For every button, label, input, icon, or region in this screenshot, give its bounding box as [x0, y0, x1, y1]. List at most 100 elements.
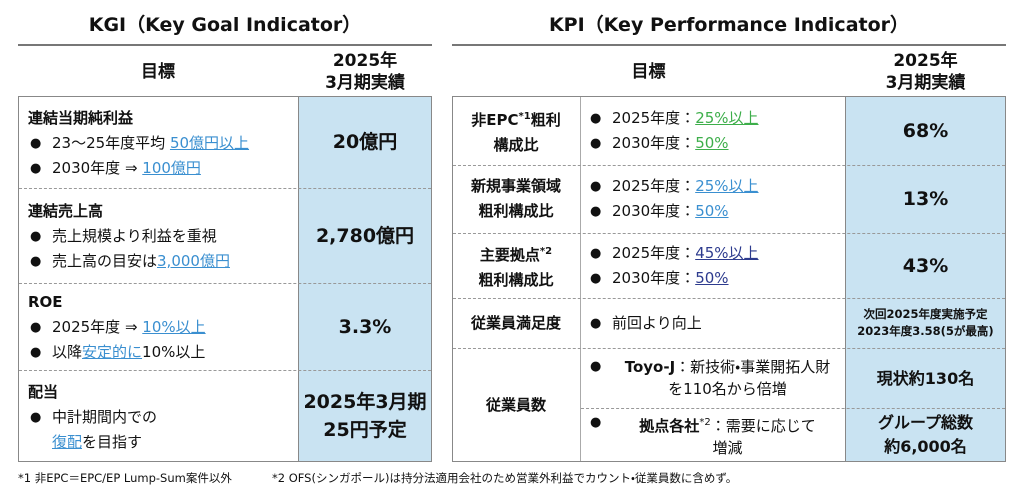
- text: 主要拠点: [479, 245, 540, 264]
- bullet: 売上規模より利益を重視: [28, 224, 296, 249]
- bullet: 2030年度 ⇒ 100億円: [28, 156, 296, 181]
- header-goal: 目標: [141, 62, 175, 82]
- link-text: 100億円: [142, 158, 201, 177]
- result: 2,780億円: [298, 188, 432, 283]
- link-text: 復配: [52, 432, 83, 451]
- result: グループ総数 約6,000名: [845, 408, 1006, 462]
- result-column: [298, 97, 431, 461]
- text: 2025年度 ⇒: [52, 318, 143, 336]
- link-text: 50%: [695, 202, 729, 220]
- row: 連結当期純利益 23～25年度平均 50億円以上 2030年度 ⇒ 100億円: [28, 100, 296, 186]
- text: 売上高の目安は: [52, 252, 158, 270]
- text: 非EPC: [471, 110, 519, 129]
- text: 粗利構成比: [478, 270, 554, 289]
- header: 2025年 3月期実績: [845, 48, 1006, 96]
- row-label: 新規事業領域 粗利構成比: [452, 165, 580, 233]
- result-text: 2025年3月期: [303, 391, 427, 413]
- text: 従業員満足度: [470, 313, 561, 332]
- result-text: 25円予定: [323, 419, 407, 441]
- row: 2025年度：45%以上 2030年度：50%: [588, 233, 843, 298]
- separator: [581, 408, 1005, 409]
- result-text: 約6,000名: [884, 437, 967, 456]
- row: 連結売上高 売上規模より利益を重視 売上高の目安は3,000億円: [28, 192, 296, 281]
- row: ROE 2025年度 ⇒ 10%以上 以降安定的に10%以上: [28, 287, 296, 368]
- footnote-ref: *1: [518, 110, 531, 122]
- result: 13%: [845, 165, 1006, 233]
- text: を110名から倍増: [668, 380, 787, 398]
- text: 拠点各社: [639, 416, 700, 435]
- text: 2030年度：: [612, 133, 696, 152]
- link-text: 50億円以上: [169, 133, 250, 152]
- result: 68%: [845, 96, 1006, 165]
- header: 目標: [18, 48, 298, 96]
- footnote-ref: *2: [699, 416, 711, 428]
- footnote: *1 非EPC＝EPC/EP Lump-Sum案件以外: [18, 471, 232, 485]
- result-text: 13%: [902, 188, 949, 210]
- separator: [19, 188, 431, 189]
- result-text: 43%: [902, 254, 949, 277]
- link-text: 3,000億円: [157, 252, 230, 270]
- link-text: 45%以上: [695, 243, 759, 262]
- result-text: グループ総数: [877, 413, 974, 432]
- text: ：新技術・事業開拓人財: [675, 358, 831, 376]
- text: 2030年度：: [612, 202, 696, 220]
- text: 2030年度 ⇒: [52, 158, 143, 177]
- text: Toyo-J: [624, 358, 676, 376]
- text: を目指す: [82, 432, 143, 451]
- text: 粗利構成比: [478, 202, 554, 220]
- bullet: 2025年度：25%以上: [588, 174, 843, 199]
- text: 前回より向上: [612, 313, 702, 332]
- footnote: *2 OFS(シンガポール)は持分法適用会社のため営業外利益でカウント・従業員数…: [272, 471, 738, 485]
- text: 2025年度：: [612, 108, 696, 127]
- result-text: 2023年度3.58(5が最高): [857, 324, 994, 338]
- result: 現状約130名: [845, 348, 1006, 408]
- text: 以降: [52, 343, 83, 361]
- result-text: 次回2025年度実施予定: [863, 307, 988, 321]
- kpi-title: KPI（Key Performance Indicator）: [548, 14, 910, 36]
- header: 2025年 3月期実績: [298, 48, 432, 96]
- text: 10%以上: [142, 343, 206, 361]
- text: 構成比: [493, 135, 539, 154]
- rule: [18, 44, 432, 46]
- text: 中計期間内での: [52, 407, 158, 426]
- separator: [453, 165, 1005, 166]
- result: 20億円: [298, 96, 432, 188]
- row: 2025年度：25%以上 2030年度：50%: [588, 96, 843, 165]
- row-label: 従業員数: [452, 348, 580, 462]
- row-label: 主要拠点*2 粗利構成比: [452, 233, 580, 298]
- header-result: 3月期実績: [325, 73, 405, 93]
- result-text: 2,780億円: [315, 224, 415, 247]
- header-result: 2025年: [332, 51, 398, 71]
- bullet: 23～25年度平均 50億円以上: [28, 131, 296, 156]
- rule: [452, 44, 1006, 46]
- result: 3.3%: [298, 283, 432, 370]
- footnote-ref: *2: [539, 245, 553, 257]
- result-text: 20億円: [332, 131, 398, 153]
- table-body: [18, 96, 432, 462]
- bullet: 2025年度 ⇒ 10%以上: [28, 315, 296, 340]
- row-label: 従業員満足度: [452, 298, 580, 348]
- row: 2025年度：25%以上 2030年度：50%: [588, 165, 843, 233]
- text: 2025年度：: [612, 177, 696, 195]
- text: 粗利: [530, 110, 561, 129]
- bullet: 前回より向上: [588, 311, 843, 336]
- link-text: 50%: [695, 133, 729, 152]
- row-label: 配当: [28, 382, 59, 401]
- result-text: 現状約130名: [876, 368, 975, 388]
- bullet: 2030年度：50%: [588, 199, 843, 224]
- header-goal: 目標: [631, 62, 666, 82]
- result: 43%: [845, 233, 1006, 298]
- link-text: 25%以上: [695, 108, 759, 127]
- text: 従業員数: [485, 395, 546, 414]
- header-result: 2025年: [893, 51, 958, 71]
- bullet: 売上高の目安は3,000億円: [28, 249, 296, 274]
- text: 23～25年度平均: [52, 133, 170, 152]
- result: 次回2025年度実施予定 2023年度3.58(5が最高): [845, 298, 1006, 348]
- row-label: 連結当期純利益: [28, 108, 134, 127]
- bullet: 2030年度：50%: [588, 266, 843, 291]
- result-text: 3.3%: [338, 315, 392, 338]
